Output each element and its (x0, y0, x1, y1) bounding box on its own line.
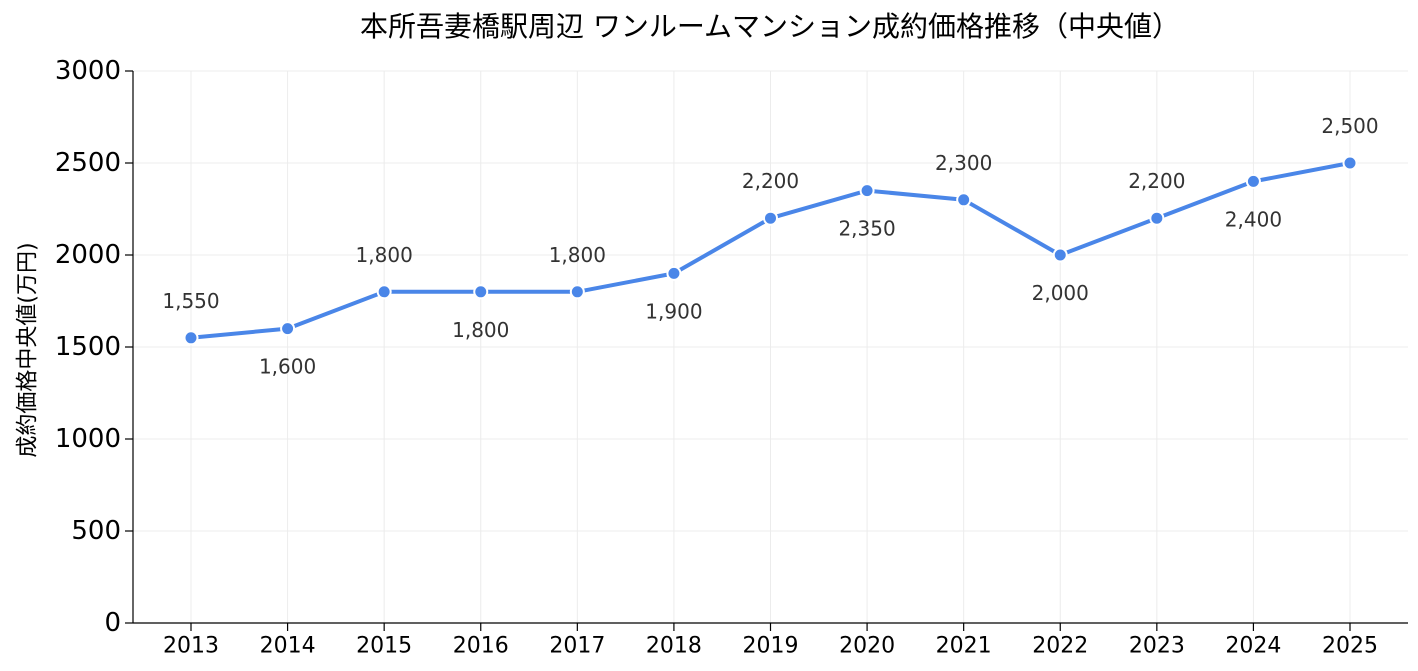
series-group (183, 155, 1358, 346)
data-label: 2,000 (1032, 281, 1089, 305)
data-point (1245, 173, 1261, 189)
data-point (376, 284, 392, 300)
data-label: 1,550 (162, 289, 219, 313)
x-tick-label: 2022 (1032, 634, 1088, 659)
x-tick-label: 2013 (163, 634, 219, 659)
x-tick-label: 2017 (549, 634, 605, 659)
x-tick-label: 2018 (646, 634, 702, 659)
y-tick-label: 2000 (55, 240, 121, 270)
data-label: 1,600 (259, 355, 316, 379)
data-label: 1,800 (452, 318, 509, 342)
data-point (1149, 210, 1165, 226)
x-tick-label: 2019 (743, 634, 799, 659)
x-tick-label: 2023 (1129, 634, 1185, 659)
data-point (473, 284, 489, 300)
y-tick-label: 500 (71, 516, 121, 546)
y-tick-label: 0 (104, 608, 121, 638)
axes: 0 500 1000 1500 2000 2500 3000 2013 2014 2015 2016… (55, 56, 1408, 659)
data-label: 1,800 (549, 243, 606, 267)
data-label: 2,350 (838, 217, 895, 241)
data-label: 2,500 (1321, 114, 1378, 138)
data-point (1342, 155, 1358, 171)
x-tick-label: 2020 (839, 634, 895, 659)
data-point (280, 321, 296, 337)
data-point (183, 330, 199, 346)
chart-title: 本所吾妻橋駅周辺 ワンルームマンション成約価格推移（中央値） (360, 10, 1180, 43)
y-tick-label: 2500 (55, 148, 121, 178)
y-tick-label: 1000 (55, 424, 121, 454)
data-point (1052, 247, 1068, 263)
data-label: 2,200 (742, 169, 799, 193)
x-tick-label: 2024 (1225, 634, 1281, 659)
data-label: 2,400 (1225, 207, 1282, 231)
data-labels: 1,550 1,600 1,800 1,800 1,800 1,900 2,200 2,350… (162, 114, 1378, 379)
data-point (569, 284, 585, 300)
data-point (763, 210, 778, 226)
data-label: 2,200 (1128, 169, 1185, 193)
x-tick-label: 2016 (453, 634, 509, 659)
data-label: 1,800 (356, 243, 413, 267)
data-point (859, 183, 875, 199)
x-tick-label: 2025 (1322, 634, 1378, 659)
data-point (956, 192, 972, 208)
x-tick-label: 2014 (260, 634, 316, 659)
x-tick-label: 2021 (936, 634, 992, 659)
y-tick-label: 3000 (55, 56, 121, 86)
data-point (666, 265, 682, 281)
x-tick-label: 2015 (356, 634, 412, 659)
y-axis-label: 成約価格中央値(万円) (16, 242, 41, 457)
grid (133, 70, 1408, 624)
y-tick-label: 1500 (55, 332, 121, 362)
data-label: 2,300 (935, 151, 992, 175)
data-label: 1,900 (645, 299, 702, 323)
